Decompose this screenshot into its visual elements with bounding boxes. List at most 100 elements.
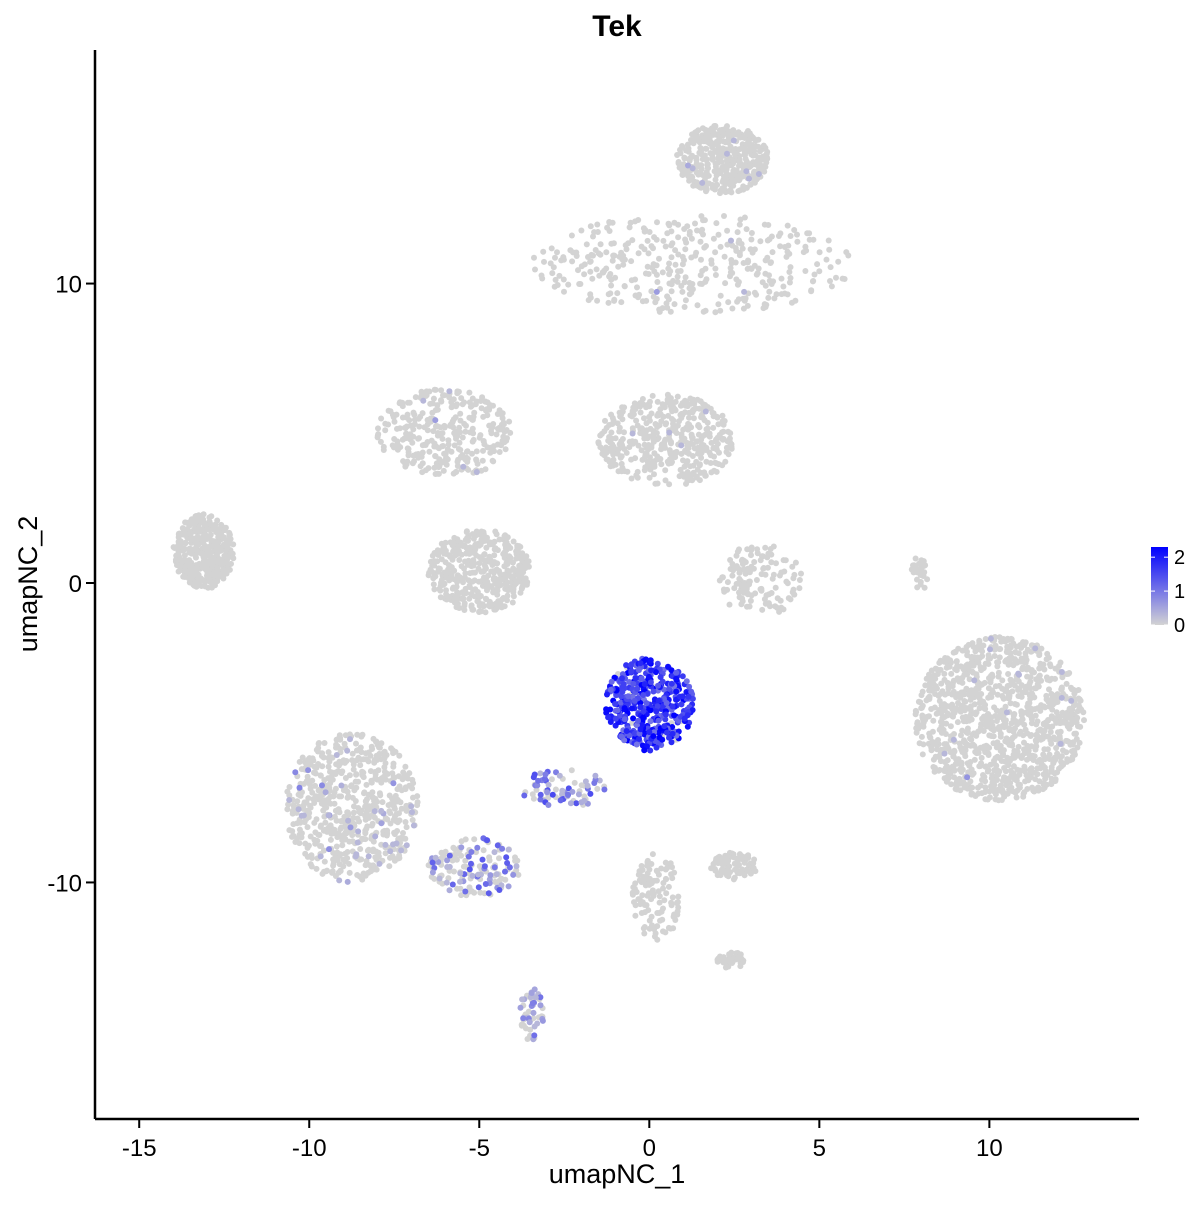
cell-point — [502, 446, 509, 453]
cell-point — [608, 282, 615, 289]
cell-point — [174, 562, 180, 569]
cell-point — [1047, 661, 1053, 668]
cell-point — [707, 405, 714, 412]
cell-point — [482, 566, 489, 572]
cell-point — [975, 784, 981, 791]
cell-point — [696, 424, 703, 431]
cell-point — [499, 596, 506, 603]
cell-point — [651, 471, 657, 478]
cell-point — [374, 798, 381, 805]
cell-point — [660, 237, 667, 244]
cell-point — [315, 793, 322, 800]
cell-point — [1041, 727, 1048, 734]
cell-point — [1015, 650, 1022, 657]
cell-point — [679, 167, 686, 174]
cell-point — [754, 546, 761, 553]
cell-point — [827, 264, 834, 271]
cell-point — [587, 268, 594, 275]
cell-point — [666, 429, 673, 436]
cell-point — [928, 706, 935, 712]
cell-point — [731, 151, 738, 157]
points-layer — [170, 123, 1087, 1043]
cell-point — [430, 395, 437, 402]
cell-point — [930, 717, 937, 724]
cell-point — [429, 859, 436, 866]
cell-point — [318, 800, 325, 807]
cell-point — [357, 810, 364, 817]
cell-point — [391, 805, 398, 812]
cell-point — [1048, 768, 1055, 775]
cell-point — [424, 439, 431, 445]
cell-point — [541, 258, 547, 265]
cell-point — [492, 545, 499, 552]
cell-point — [188, 535, 194, 542]
cell-point — [640, 714, 647, 721]
cell-point — [503, 854, 510, 861]
cell-point — [363, 858, 370, 864]
cell-point — [645, 250, 652, 257]
cell-point — [372, 854, 379, 861]
cell-point — [382, 850, 389, 857]
cell-point — [324, 867, 330, 874]
cell-point — [416, 423, 423, 430]
cell-point — [457, 885, 464, 892]
cell-point — [182, 540, 189, 547]
cell-point — [700, 231, 706, 238]
cell-point — [286, 792, 293, 799]
cell-point — [971, 710, 978, 717]
cell-point — [1001, 765, 1008, 771]
cell-point — [1051, 700, 1058, 706]
cell-point — [229, 550, 236, 557]
cell-point — [715, 143, 722, 150]
cell-point — [484, 837, 491, 844]
cell-point — [975, 659, 982, 666]
cell-point — [578, 782, 585, 789]
cell-point — [664, 293, 671, 300]
cell-point — [685, 171, 692, 178]
cell-point — [951, 731, 957, 737]
cell-point — [719, 462, 726, 469]
cell-point — [654, 279, 661, 285]
cell-point — [959, 674, 966, 681]
cell-point — [1012, 789, 1019, 796]
cell-point — [404, 775, 411, 782]
cell-point — [957, 780, 964, 787]
cell-point — [639, 456, 646, 463]
cell-point — [698, 454, 705, 461]
cell-point — [802, 243, 809, 250]
cell-point — [1011, 711, 1018, 717]
cell-point — [480, 447, 486, 454]
cell-point — [637, 403, 644, 410]
cell-point — [447, 553, 454, 560]
cell-point — [356, 873, 363, 880]
cell-point — [649, 922, 655, 929]
cell-point — [357, 744, 364, 751]
cell-point — [207, 531, 214, 538]
cell-point — [787, 264, 794, 271]
cell-point — [1034, 765, 1041, 772]
cell-point — [669, 730, 676, 737]
cell-point — [1063, 713, 1070, 720]
cell-point — [704, 425, 711, 432]
cell-point — [395, 773, 402, 780]
cell-point — [681, 435, 688, 442]
cell-point — [1049, 723, 1056, 730]
cell-point — [1070, 702, 1077, 709]
cell-point — [484, 412, 491, 419]
cell-point — [1032, 776, 1039, 783]
cell-point — [674, 393, 681, 400]
cell-point — [669, 240, 676, 247]
cell-point — [365, 758, 372, 765]
cell-point — [947, 681, 954, 688]
cell-point — [573, 253, 580, 259]
cell-point — [403, 807, 410, 814]
cell-point — [1000, 747, 1007, 754]
cell-point — [978, 691, 985, 697]
cell-point — [911, 562, 918, 569]
cell-point — [674, 422, 681, 429]
cell-point — [465, 853, 472, 860]
cell-point — [498, 882, 505, 889]
cell-point — [1023, 709, 1030, 716]
cell-point — [497, 570, 504, 577]
cell-point — [473, 448, 480, 455]
